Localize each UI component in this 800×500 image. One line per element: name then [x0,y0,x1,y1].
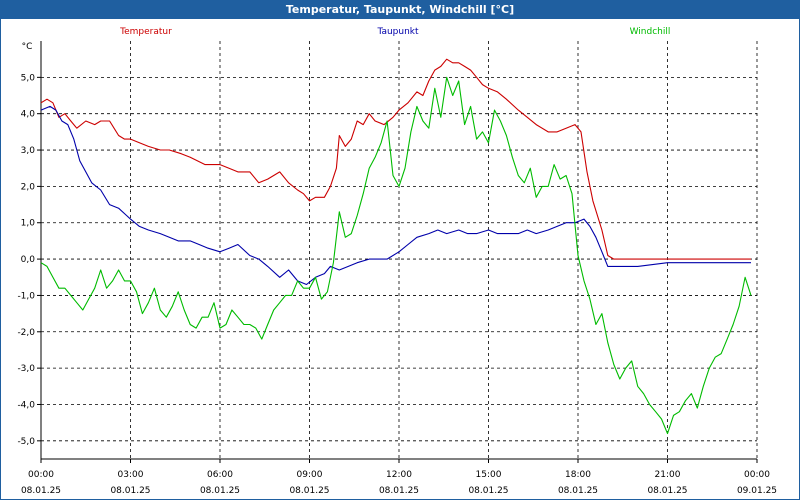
y-tick-label: 2,0 [21,182,36,192]
x-tick-date: 08.01.25 [468,486,508,496]
window-title: Temperatur, Taupunkt, Windchill [°C] [1,1,799,19]
y-axis-label: °C [22,42,33,52]
x-tick-date: 08.01.25 [379,486,419,496]
y-tick-label: 1,0 [21,219,36,229]
x-tick-time: 06:00 [207,470,233,480]
chart-area: 5,0 4,0 3,0 2,0 1,0 0,0 -1,0 -2,0 -3,0 -4,0 -5,0 00… [1,19,799,499]
x-tick-date: 08.01.25 [289,486,329,496]
y-tick-label: -2,0 [17,328,35,338]
x-tick-date: 08.01.25 [200,486,240,496]
legend-taupunkt: Taupunkt [376,27,419,37]
legend: Temperatur Taupunkt Windchill [119,27,670,37]
axes: 5,0 4,0 3,0 2,0 1,0 0,0 -1,0 -2,0 -3,0 -4,0 -5,0 00… [17,41,777,496]
x-tick-date: 08.01.25 [647,486,687,496]
y-tick-label: -1,0 [17,291,35,301]
x-tick-time: 00:00 [744,470,770,480]
x-tick-date: 08.01.25 [21,486,61,496]
y-tick-label: 5,0 [21,73,36,83]
y-tick-label: -5,0 [17,437,35,447]
x-tick-time: 18:00 [565,470,591,480]
series-line-temperatur [40,58,751,260]
legend-windchill: Windchill [630,27,671,37]
series-line-taupunkt [40,105,751,286]
y-tick-label: 0,0 [21,255,36,265]
x-tick-time: 15:00 [476,470,502,480]
x-tick-time: 12:00 [386,470,412,480]
x-tick-date: 08.01.25 [558,486,598,496]
x-tick-date: 08.01.25 [110,486,150,496]
x-tick-date: 09.01.25 [737,486,777,496]
x-tick-time: 00:00 [28,470,54,480]
x-tick-time: 21:00 [655,470,681,480]
y-tick-label: 3,0 [21,146,36,156]
y-tick-label: -4,0 [17,400,35,410]
x-tick-time: 09:00 [297,470,323,480]
y-tick-label: 4,0 [21,110,36,120]
x-tick-time: 03:00 [118,470,144,480]
series-line-windchill [40,76,752,435]
series-layer [40,58,752,435]
grid [41,41,758,459]
legend-temperatur: Temperatur [119,27,172,37]
y-tick-label: -3,0 [17,364,35,374]
